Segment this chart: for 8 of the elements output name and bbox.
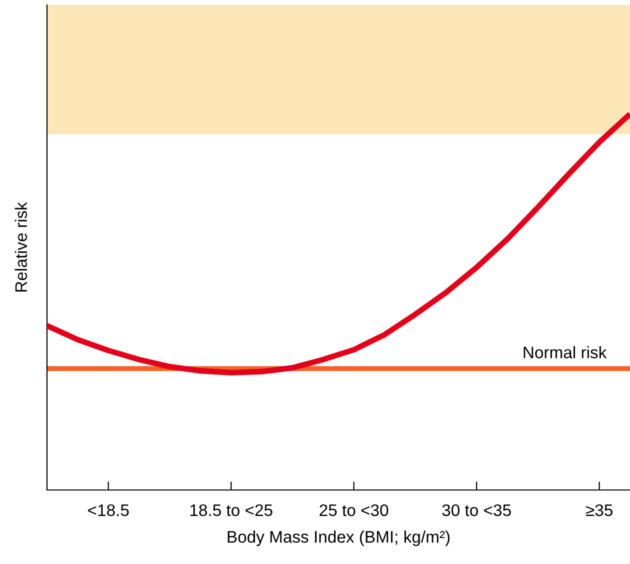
x-tick-label: <18.5 xyxy=(88,504,129,516)
x-tick-label: ≥35 xyxy=(586,504,612,516)
x-tick-label: 30 to <35 xyxy=(442,504,511,516)
y-axis-title: Relative risk xyxy=(14,202,28,292)
ref-line-label: Normal risk xyxy=(524,346,607,358)
x-tick-label: 18.5 to <25 xyxy=(190,504,272,516)
x-axis-title: Body Mass Index (BMI; kg/m²) xyxy=(228,530,450,546)
x-tick-label: 25 to <30 xyxy=(320,504,388,516)
